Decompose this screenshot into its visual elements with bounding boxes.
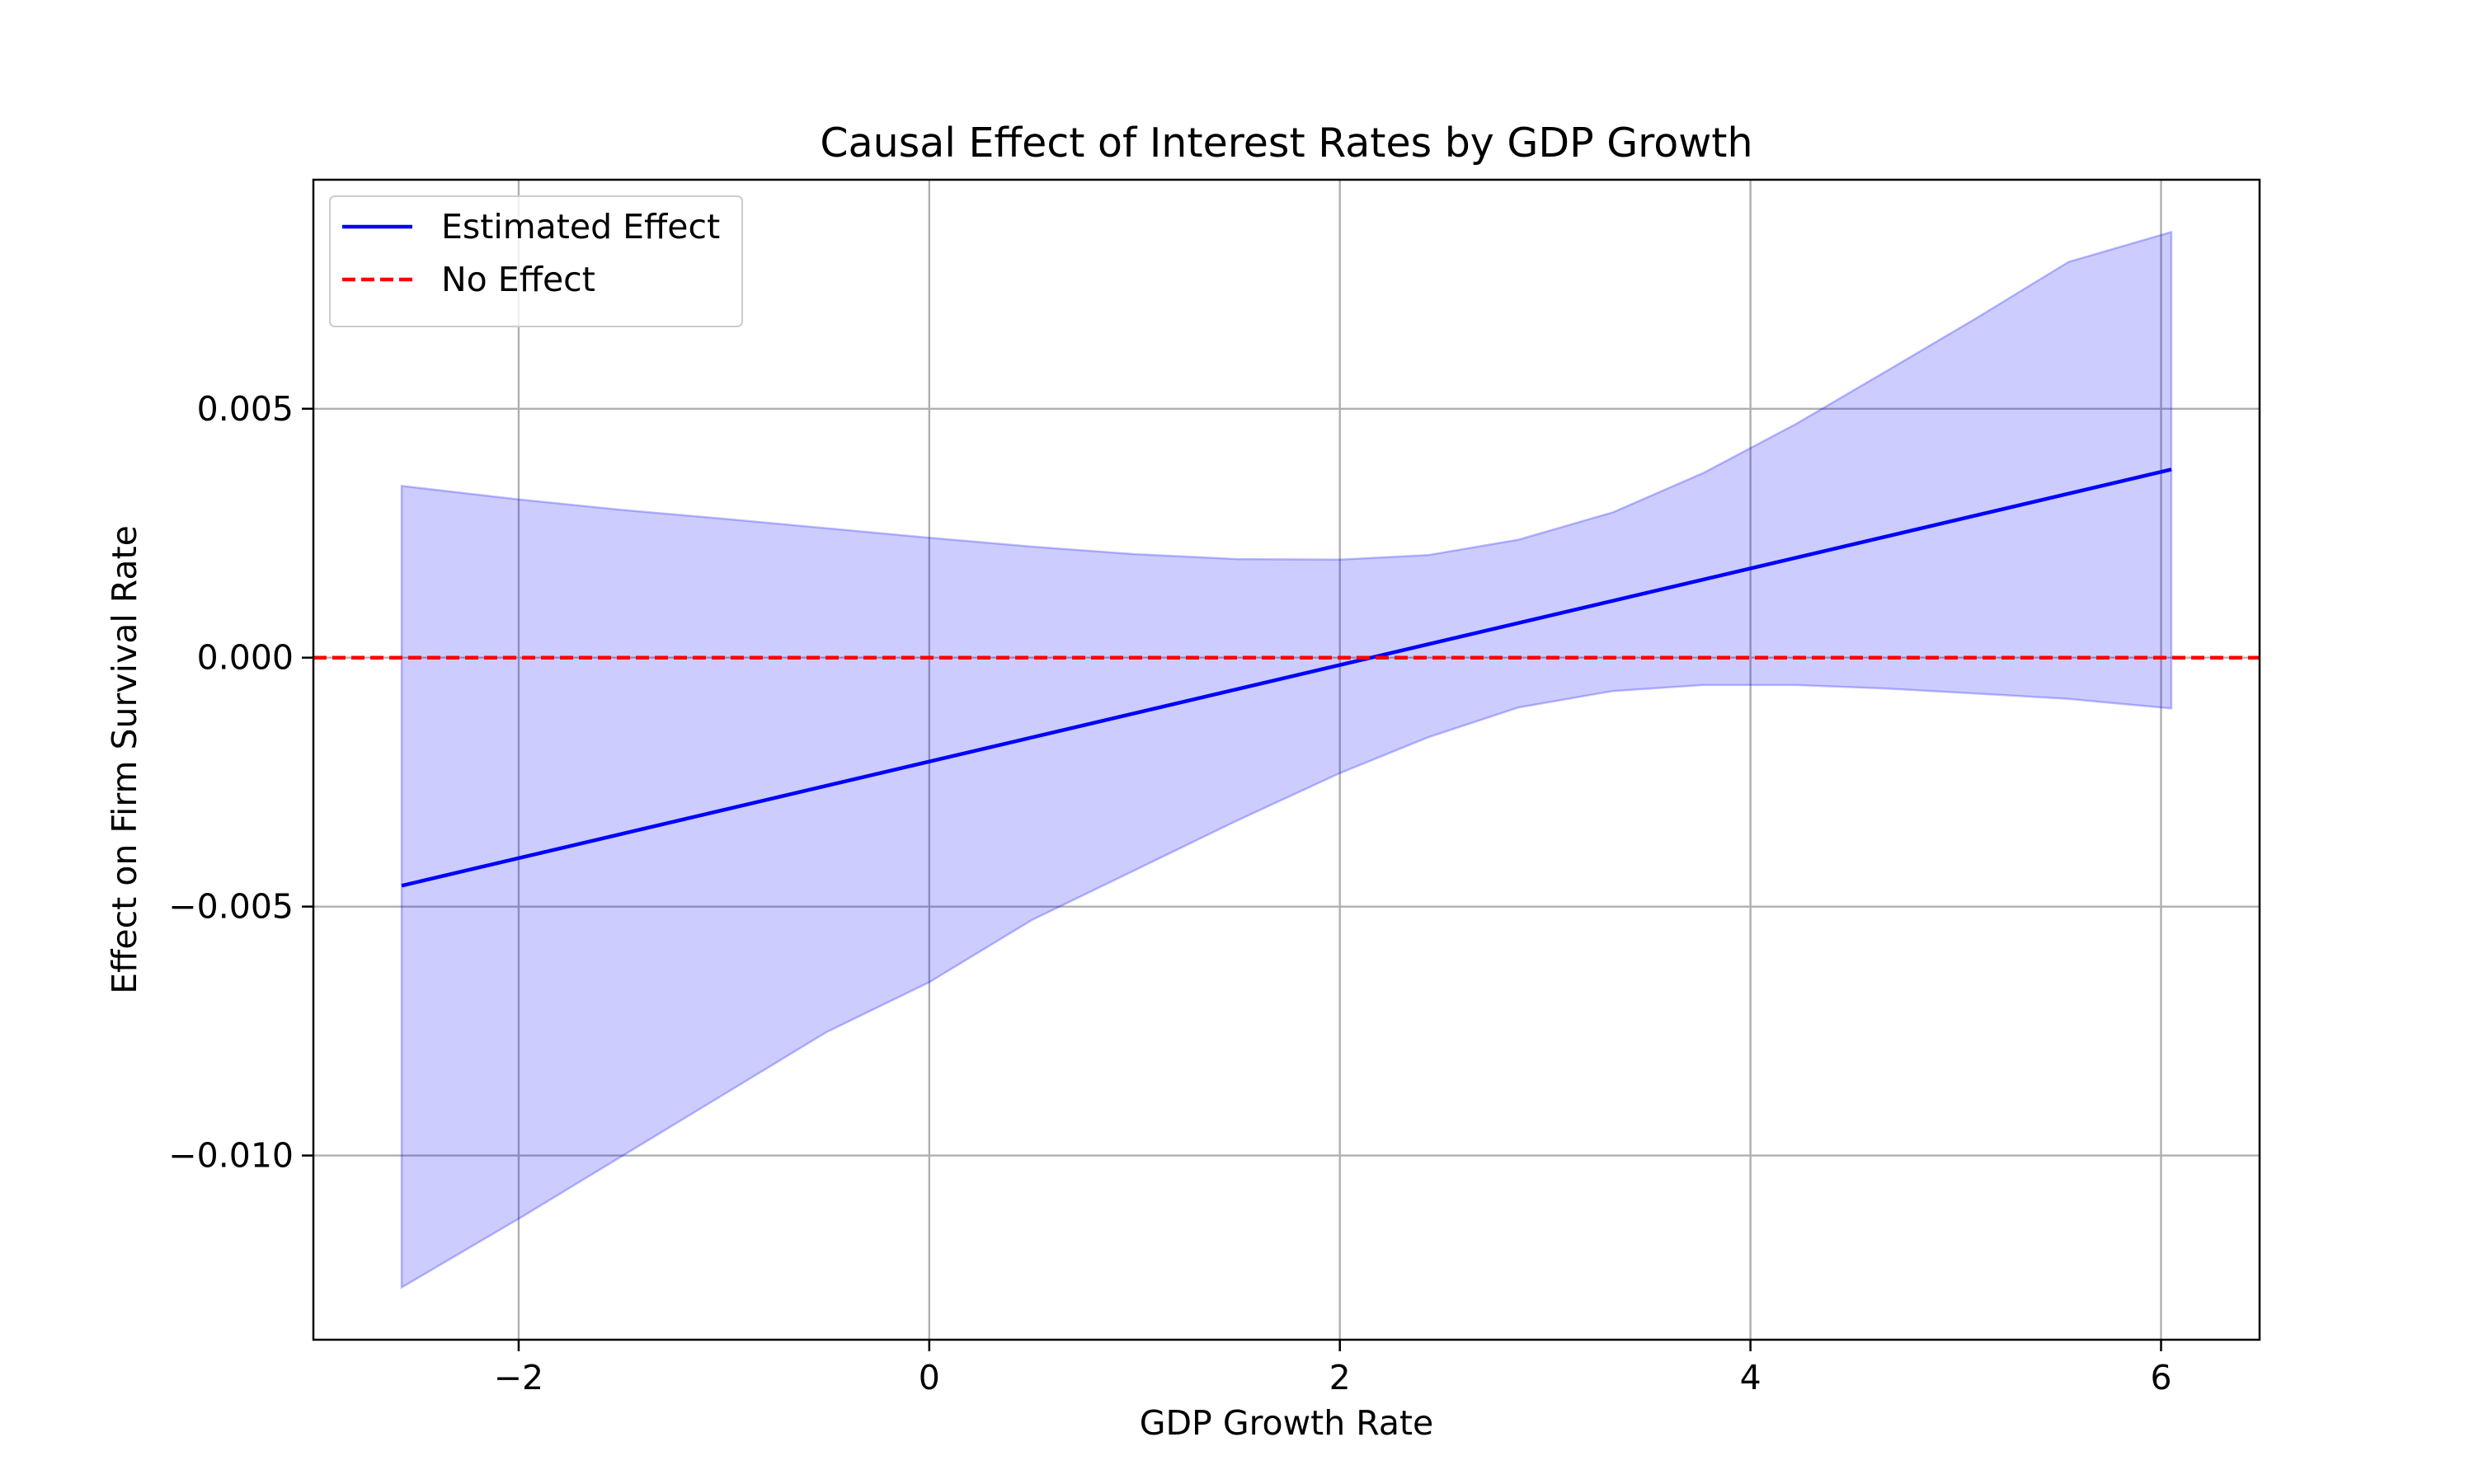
x-axis-ticks: −2 0 2 4 6	[494, 1340, 2172, 1397]
x-tick-label-2: 2	[1329, 1358, 1351, 1397]
y-tick-label-2: 0.000	[197, 638, 294, 678]
y-tick-label-3: 0.005	[197, 389, 294, 429]
legend-box	[329, 195, 743, 327]
y-tick-label-0: −0.010	[168, 1136, 294, 1176]
y-tick-label-1: −0.005	[168, 887, 294, 927]
x-tick-label-3: 4	[1740, 1358, 1761, 1397]
y-axis-label: Effect on Firm Survival Rate	[105, 525, 144, 994]
legend: Estimated Effect No Effect	[329, 195, 743, 327]
x-tick-label-1: 0	[919, 1358, 940, 1397]
x-tick-label-0: −2	[494, 1358, 543, 1397]
series-layer	[313, 467, 2260, 888]
y-axis-ticks: −0.010 −0.005 0.000 0.005	[168, 389, 313, 1176]
confidence-band-layer	[400, 230, 2173, 1289]
x-tick-label-4: 6	[2150, 1358, 2171, 1397]
confidence-band	[400, 230, 2173, 1289]
chart-title: Causal Effect of Interest Rates by GDP G…	[820, 120, 1752, 167]
legend-label-no-effect: No Effect	[441, 260, 595, 299]
series-line-estimated-effect	[401, 467, 2172, 888]
x-axis-label: GDP Growth Rate	[1140, 1403, 1434, 1443]
legend-label-estimated-effect: Estimated Effect	[441, 207, 720, 247]
plot-area-frame	[312, 178, 2261, 1341]
